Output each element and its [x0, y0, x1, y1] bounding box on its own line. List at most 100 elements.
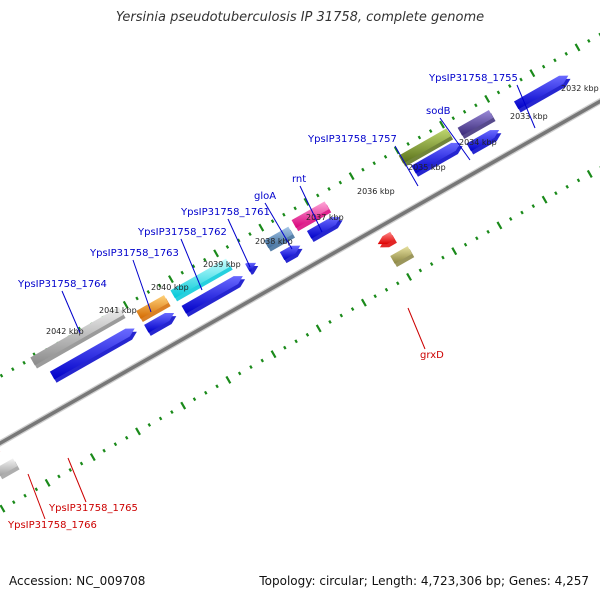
- lower-scale-tick: [383, 154, 388, 159]
- lower-scale-tick: [122, 300, 129, 309]
- blue-gene-arrow: [181, 276, 243, 314]
- upper-scale-tick: [429, 262, 434, 266]
- callout-leader: [132, 259, 152, 313]
- gray-gene-block: [30, 307, 124, 366]
- lower-scale-tick: [0, 373, 4, 378]
- gene-label-lower: grxD: [420, 350, 444, 361]
- lower-scale-tick: [258, 223, 265, 232]
- upper-scale-tick: [23, 493, 27, 498]
- blue-gene-arrow: [49, 328, 135, 380]
- lower-scale-tick: [417, 135, 422, 140]
- upper-scale-tick: [79, 461, 84, 466]
- lower-scale-tick: [146, 290, 151, 294]
- callout-leader: [180, 238, 203, 291]
- lower-scale-tick: [484, 94, 491, 103]
- upper-scale-tick: [475, 236, 479, 241]
- upper-scale-tick: [113, 442, 118, 447]
- upper-scale-tick: [586, 169, 593, 178]
- upper-scale-tick: [360, 298, 367, 307]
- upper-scale-tick: [520, 210, 524, 215]
- upper-scale-tick: [270, 350, 277, 359]
- upper-scale-tick: [396, 281, 400, 286]
- upper-scale-tick: [576, 178, 581, 183]
- upper-scale-tick: [531, 204, 536, 209]
- lower-scale-tick: [236, 238, 241, 243]
- lower-scale-tick: [203, 257, 207, 262]
- upper-scale-tick: [170, 410, 174, 414]
- scale-label: 2032 kbp: [561, 84, 599, 93]
- upper-scale-tick: [294, 339, 298, 344]
- blue-gene-arrow: [144, 312, 175, 333]
- scale-label: 2037 kbp: [306, 213, 344, 222]
- upper-scale-tick: [283, 345, 287, 350]
- upper-scale-tick: [373, 294, 377, 299]
- red-gene-arrow: [377, 231, 395, 245]
- blue-gene-arrow: [513, 75, 569, 110]
- gene-callouts: YpsIP31758_1764 YpsIP31758_1763 YpsIP31758…: [7, 73, 536, 531]
- lower-scale-tick: [529, 69, 536, 78]
- lower-scale-tick: [361, 167, 365, 172]
- scale-label: 2035 kbp: [408, 163, 446, 172]
- scale-label: 2041 kbp: [99, 306, 137, 315]
- callout-leader: [61, 290, 81, 334]
- upper-scale-tick: [384, 287, 389, 292]
- upper-scale-tick: [315, 324, 322, 333]
- scale-label: 2042 kbp: [46, 327, 84, 336]
- pink-gene-block: [291, 201, 330, 228]
- steel-gene-block: [263, 226, 293, 249]
- lower-scale-tick: [180, 270, 184, 275]
- lgray-gene-block: [0, 458, 18, 477]
- upper-scale-tick: [44, 478, 51, 487]
- lower-scale-tick: [496, 90, 501, 95]
- lower-scale-tick: [135, 296, 139, 301]
- lower-scale-tick: [191, 264, 196, 269]
- callout-leader: [394, 145, 419, 187]
- upper-scale-tick: [204, 390, 208, 395]
- lower-scale-tick: [393, 146, 400, 155]
- lower-scale-tick: [406, 142, 410, 146]
- gene-label-upper: YpsIP31758_1761: [180, 207, 270, 218]
- upper-scale-tick: [451, 247, 458, 256]
- upper-scale-tick: [418, 268, 423, 273]
- lower-scale-tick: [316, 193, 320, 198]
- lower-scale-tick: [270, 219, 275, 224]
- upper-scale-tick: [147, 423, 152, 427]
- upper-scale-tick: [237, 371, 242, 376]
- backbone-shadow: [0, 97, 600, 447]
- blue-gene-arrow: [411, 142, 461, 174]
- purple-gene-block: [457, 109, 494, 136]
- callout-leader: [407, 307, 426, 350]
- upper-scale-tick: [463, 242, 468, 247]
- upper-scale-tick: [339, 313, 344, 318]
- gene-label-upper: sodB: [426, 106, 451, 117]
- blue-gene-arrow: [306, 217, 341, 239]
- lower-scale-tick: [22, 360, 26, 365]
- gene-label-upper: gloA: [254, 191, 276, 202]
- gene-label-upper: rnt: [292, 174, 306, 185]
- lower-scale-tick: [541, 64, 546, 69]
- lower-scale-tick: [564, 51, 568, 56]
- callout-leader: [299, 185, 323, 233]
- lower-scale-tick: [167, 275, 174, 284]
- upper-scale-tick: [486, 229, 490, 234]
- lower-scale-tick: [474, 103, 478, 108]
- gene-label-lower: YpsIP31758_1766: [7, 520, 97, 531]
- upper-scale-tick: [441, 255, 445, 260]
- upper-scale-tick: [350, 307, 355, 312]
- gene-label-lower: YpsIP31758_1765: [48, 503, 138, 514]
- lower-scale-tick: [303, 197, 310, 206]
- lower-scale-tick: [338, 180, 343, 185]
- lower-scale-tick: [428, 129, 433, 133]
- lower-scale-tick: [574, 43, 581, 52]
- callout-leader: [67, 457, 87, 503]
- lower-scale-tick: [225, 244, 230, 249]
- upper-scale-tick: [0, 504, 6, 513]
- upper-scale-tick: [225, 375, 232, 384]
- scale-label: 2039 kbp: [203, 260, 241, 269]
- upper-scale-tick: [192, 397, 197, 402]
- upper-scale-tick: [135, 427, 141, 436]
- callout-leader: [516, 84, 536, 129]
